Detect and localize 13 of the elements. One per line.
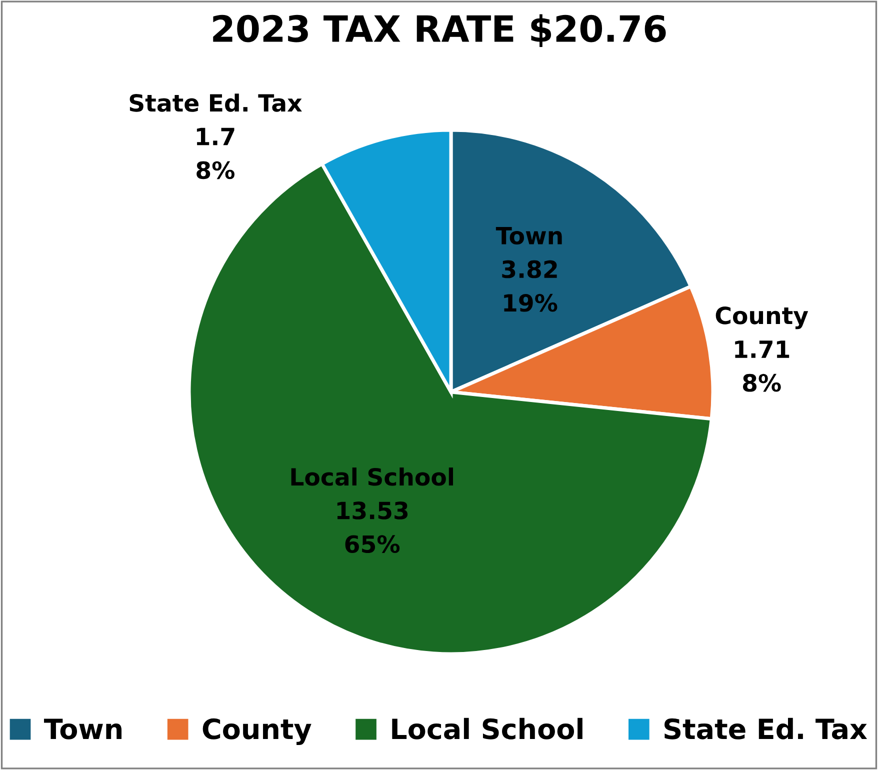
- legend-label: County: [202, 718, 312, 745]
- slice-label: Town: [496, 227, 562, 245]
- slice-label: Local School: [291, 468, 454, 486]
- chart-title: 2023 TAX RATE $20.76: [213, 14, 666, 48]
- legend-label: Town: [44, 718, 122, 740]
- data-label: 1.7 8%: [196, 128, 234, 180]
- data-label: 3.82 19%: [502, 260, 558, 312]
- slice-label: County: [716, 306, 808, 330]
- legend-label: State Ed. Tax: [664, 718, 868, 740]
- legend-label: Local School: [392, 718, 582, 740]
- slice-label: State Ed. Tax: [130, 94, 302, 112]
- data-label: 1.71 8%: [735, 340, 790, 392]
- data-label: 13.53 65%: [337, 502, 408, 554]
